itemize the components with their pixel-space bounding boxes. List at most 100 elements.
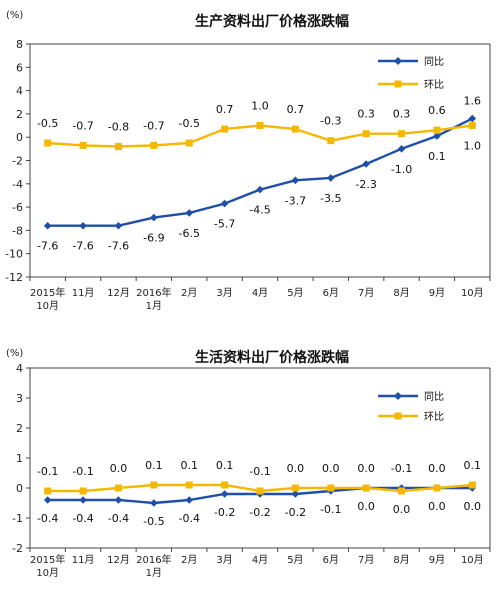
data-point bbox=[79, 221, 87, 230]
data-point bbox=[291, 490, 300, 498]
x-tick-label: 5月 bbox=[287, 287, 303, 299]
data-point bbox=[221, 125, 229, 133]
data-label-mom: 1.0 bbox=[464, 140, 482, 153]
y-tick-label: 0 bbox=[16, 131, 23, 144]
chart-title: 生活资料出厂价格涨跌幅 bbox=[195, 349, 349, 366]
x-tick-label: 9月 bbox=[429, 554, 445, 566]
data-label-yoy: -6.9 bbox=[143, 232, 164, 245]
legend-label: 同比 bbox=[424, 56, 444, 68]
legend-marker bbox=[394, 57, 402, 65]
data-label-yoy: -1.0 bbox=[391, 163, 412, 176]
data-point bbox=[79, 487, 87, 495]
y-unit-label: (%) bbox=[6, 10, 23, 21]
y-tick-label: 4 bbox=[16, 362, 23, 375]
x-tick-label: 7月 bbox=[358, 554, 374, 566]
data-point bbox=[185, 481, 193, 489]
data-point bbox=[362, 130, 370, 138]
data-label-yoy: -6.5 bbox=[178, 227, 199, 240]
y-unit-label: (%) bbox=[6, 348, 23, 359]
data-point bbox=[114, 484, 122, 492]
data-label-yoy: -2.3 bbox=[355, 178, 376, 191]
y-tick-label: 2 bbox=[16, 422, 23, 435]
y-tick-label: 6 bbox=[16, 61, 23, 74]
data-point bbox=[221, 481, 229, 489]
data-label-mom: 1.0 bbox=[251, 100, 269, 113]
legend-label: 环比 bbox=[424, 411, 444, 423]
data-label-mom: 0.7 bbox=[287, 103, 305, 116]
data-point bbox=[43, 221, 52, 230]
y-tick-label: 2 bbox=[16, 108, 23, 121]
data-label-yoy: 0.0 bbox=[393, 503, 411, 516]
x-tick-label: 7月 bbox=[358, 287, 374, 299]
data-point bbox=[220, 490, 229, 498]
series-yoy bbox=[43, 114, 477, 230]
x-tick-label: 9月 bbox=[429, 287, 445, 299]
data-point bbox=[114, 143, 122, 151]
data-point bbox=[150, 499, 158, 507]
data-label-mom: 0.0 bbox=[428, 462, 446, 475]
data-point bbox=[256, 185, 264, 194]
legend-label: 环比 bbox=[424, 79, 444, 91]
data-point bbox=[256, 487, 264, 495]
data-point bbox=[327, 484, 335, 492]
data-point bbox=[326, 174, 335, 182]
data-point bbox=[220, 199, 229, 208]
data-label-yoy: -0.4 bbox=[108, 512, 129, 525]
legend-marker bbox=[394, 392, 402, 400]
data-label-mom: 0.3 bbox=[357, 108, 375, 121]
y-tick-label: -12 bbox=[5, 271, 23, 284]
data-point bbox=[468, 481, 476, 489]
x-tick-label: 2015年 bbox=[30, 286, 65, 299]
data-label-yoy: -0.1 bbox=[320, 503, 341, 516]
x-tick-label: 2月 bbox=[181, 287, 197, 299]
data-label-mom: 0.1 bbox=[180, 459, 198, 472]
chart-1: 生产资料出厂价格涨跌幅(%)86420-2-4-6-8-10-122015年10… bbox=[5, 10, 491, 312]
data-point bbox=[433, 132, 441, 140]
y-tick-label: -2 bbox=[12, 155, 23, 168]
data-point bbox=[468, 122, 476, 130]
data-label-mom: 0.3 bbox=[393, 108, 411, 121]
data-label-mom: 0.1 bbox=[464, 459, 482, 472]
x-tick-label: 8月 bbox=[393, 554, 409, 566]
data-label-mom: -0.8 bbox=[108, 121, 129, 134]
x-tick-label: 8月 bbox=[393, 287, 409, 299]
data-point bbox=[114, 496, 123, 504]
data-label-yoy: -7.6 bbox=[108, 240, 129, 253]
x-tick-label: 11月 bbox=[72, 287, 95, 299]
x-tick-label: 4月 bbox=[252, 287, 268, 299]
data-point bbox=[433, 126, 441, 134]
y-tick-label: -10 bbox=[5, 248, 23, 261]
data-point bbox=[397, 145, 406, 153]
x-tick-label: 5月 bbox=[287, 554, 303, 566]
data-label-mom: -0.7 bbox=[72, 119, 93, 132]
data-label-mom: 0.0 bbox=[110, 462, 128, 475]
data-label-mom: -0.5 bbox=[37, 117, 58, 130]
x-tick-label: 1月 bbox=[146, 300, 162, 312]
data-point bbox=[150, 141, 158, 149]
x-tick-label: 2月 bbox=[181, 554, 197, 566]
data-label-mom: -0.1 bbox=[391, 462, 412, 475]
data-point bbox=[398, 130, 406, 138]
data-label-yoy: -5.7 bbox=[214, 218, 235, 231]
data-label-mom: 0.0 bbox=[357, 462, 375, 475]
data-point bbox=[327, 137, 335, 145]
data-label-yoy: 0.0 bbox=[428, 500, 446, 513]
y-tick-label: 1 bbox=[16, 452, 23, 465]
x-tick-label: 6月 bbox=[323, 554, 339, 566]
data-label-yoy: -0.4 bbox=[72, 512, 93, 525]
y-tick-label: 8 bbox=[16, 38, 23, 51]
x-tick-label: 3月 bbox=[216, 287, 232, 299]
data-label-mom: -0.3 bbox=[320, 115, 341, 128]
data-label-yoy: -0.4 bbox=[178, 512, 199, 525]
x-tick-label: 2015年 bbox=[30, 553, 65, 566]
legend-label: 同比 bbox=[424, 391, 444, 403]
data-point bbox=[468, 114, 477, 123]
data-point bbox=[185, 209, 194, 217]
legend-marker bbox=[394, 412, 402, 420]
y-tick-label: -8 bbox=[12, 224, 23, 237]
y-tick-label: -1 bbox=[12, 512, 23, 525]
series-mom bbox=[44, 122, 476, 151]
data-label-mom: 0.0 bbox=[287, 462, 305, 475]
